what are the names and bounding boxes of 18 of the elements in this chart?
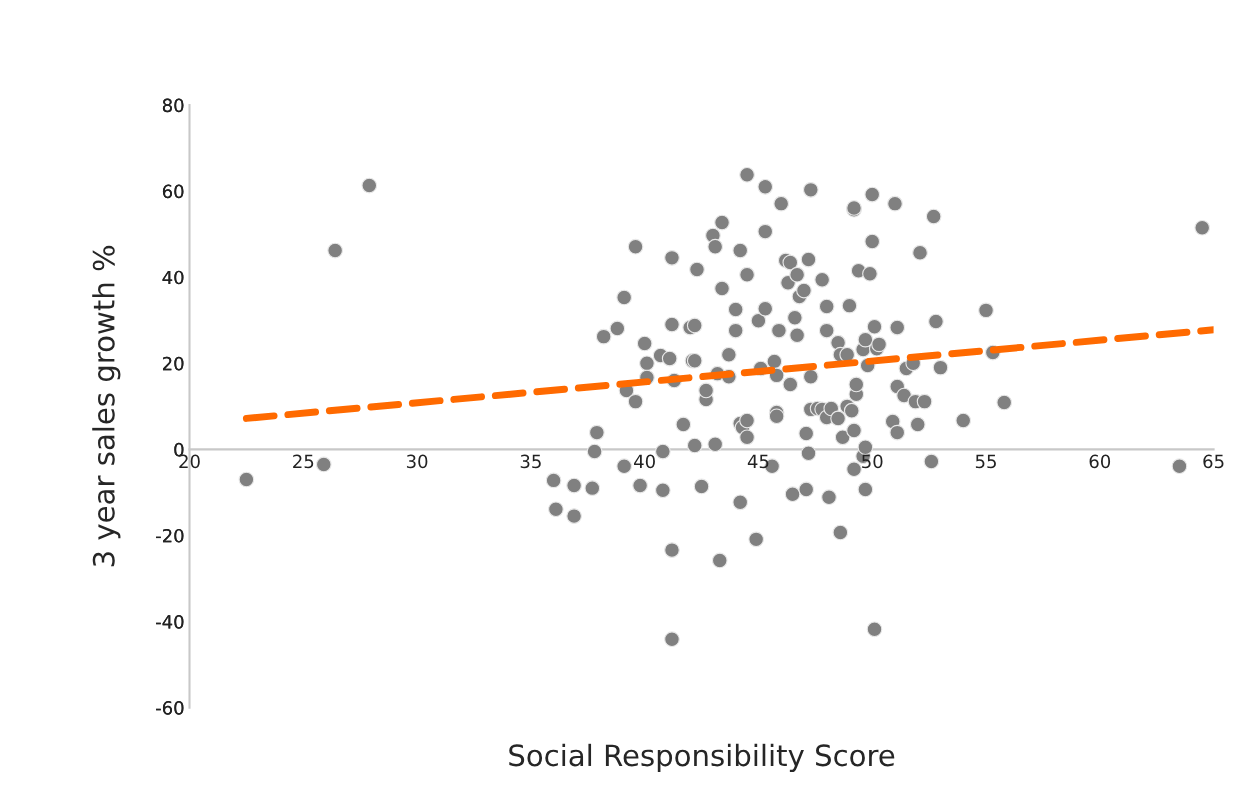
x-tick-label: 45	[747, 454, 769, 469]
y-tick-label: 60	[162, 184, 184, 199]
y-tick-label: 20	[162, 356, 184, 371]
x-tick-label: 35	[520, 454, 541, 469]
x-tick-label: 30	[406, 454, 428, 469]
y-tick-label: -60	[156, 701, 184, 715]
x-tick-label: 65	[1203, 454, 1224, 469]
y-tick-label: -20	[156, 528, 184, 543]
x-tick-label: 55	[975, 454, 996, 469]
x-tick-label: 50	[862, 454, 883, 469]
x-tick-label: 60	[1089, 454, 1111, 469]
y-axis-title: 3 year sales growth %	[92, 245, 121, 567]
y-tick-label: 80	[162, 98, 184, 113]
y-tick-label: 40	[162, 270, 184, 285]
y-tick-label: -40	[156, 615, 184, 629]
x-tick-label: 40	[634, 454, 655, 469]
x-tick-label: 25	[293, 454, 314, 469]
x-axis-title: Social Responsibility Score	[509, 743, 895, 773]
